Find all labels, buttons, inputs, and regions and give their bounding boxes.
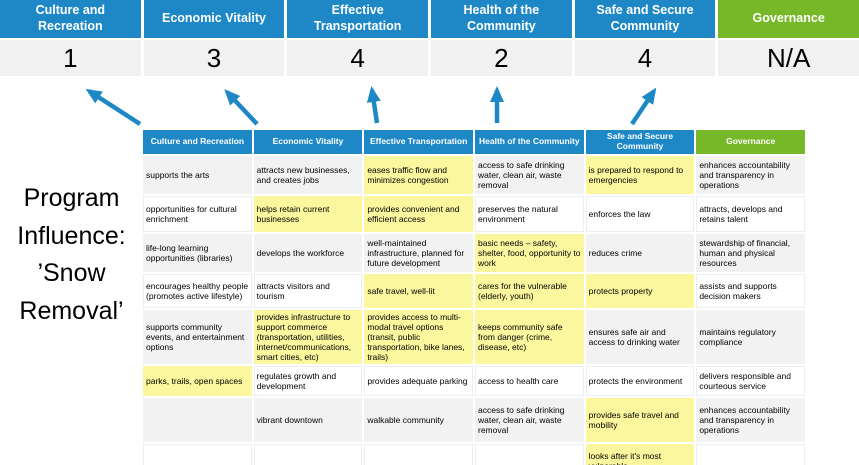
matrix-cell: supports community events, and entertain… [143, 310, 252, 364]
matrix-cell: life-long learning opportunities (librar… [143, 234, 252, 272]
summary-score: 2 [431, 40, 572, 76]
matrix-header-cell: Culture and Recreation [143, 130, 252, 154]
matrix-header-cell: Safe and Secure Community [585, 130, 695, 154]
summary-score: 4 [574, 40, 716, 76]
summary-column: Safe and Secure Community 4 [574, 0, 716, 76]
summary-column: Economic Vitality 3 [143, 0, 285, 76]
matrix-cell: ensures safe air and access to drinking … [585, 310, 695, 364]
matrix-cell: maintains regulatory compliance [696, 310, 805, 364]
summary-header: Safe and Secure Community [574, 0, 716, 38]
program-title-line: Influence: [17, 221, 126, 250]
matrix-cell: assists and supports decision makers [696, 274, 805, 308]
summary-score: N/A [718, 40, 859, 76]
matrix-header-cell: Economic Vitality [253, 130, 363, 154]
matrix-header-cell: Health of the Community [474, 130, 584, 154]
matrix-cell: opportunities for cultural enrichment [143, 196, 252, 232]
summary-header: Governance [718, 0, 859, 38]
summary-table: Culture and Recreation 1 Economic Vitality… [0, 0, 859, 76]
matrix-cell: enhances accountability and transparency… [696, 398, 805, 442]
summary-score: 3 [143, 40, 285, 76]
matrix-cell: access to health care [474, 366, 584, 396]
summary-header: Culture and Recreation [0, 0, 141, 38]
matrix-table: Culture and Recreation Economic Vitality E… [143, 130, 805, 465]
matrix-cell: provides access to multi-modal travel op… [364, 310, 473, 364]
matrix-cell: looks after it's most vulnerable [585, 444, 695, 465]
matrix-cell: provides infrastructure to support comme… [253, 310, 363, 364]
matrix-cell: provides safe travel and mobility [585, 398, 695, 442]
matrix-cell: attracts visitors and tourism [253, 274, 363, 308]
matrix-cell: protects property [585, 274, 695, 308]
matrix-cell: parks, trails, open spaces [143, 366, 252, 396]
matrix-cell: eases traffic flow and minimizes congest… [364, 156, 473, 194]
matrix-header-cell: Governance [696, 130, 805, 154]
influence-arrows [85, 86, 657, 126]
matrix-cell: helps retain current businesses [253, 196, 363, 232]
matrix-cell: encourages healthy people (promotes acti… [143, 274, 252, 308]
matrix-header-cell: Effective Transportation [364, 130, 473, 154]
matrix-cell [143, 398, 252, 442]
matrix-cell: enhances accountability and transparency… [696, 156, 805, 194]
summary-header: Economic Vitality [143, 0, 285, 38]
matrix-cell: develops the workforce [253, 234, 363, 272]
matrix-cell: reduces crime [585, 234, 695, 272]
program-title-line: Program [23, 184, 120, 212]
matrix-cell: provides adequate parking [364, 366, 473, 396]
matrix-cell: cares for the vulnerable (elderly, youth… [474, 274, 584, 308]
summary-column: Governance N/A [718, 0, 859, 76]
arrow-icon [630, 87, 657, 126]
summary-column: Health of the Community 2 [431, 0, 572, 76]
matrix-cell: enforces the law [585, 196, 695, 232]
summary-score: 4 [287, 40, 428, 76]
matrix-cell: basic needs – safety, shelter, food, opp… [474, 234, 584, 272]
matrix-cell: keeps community safe from danger (crime,… [474, 310, 584, 364]
matrix-cell: delivers responsible and courteous servi… [696, 366, 805, 396]
matrix-cell: is prepared to respond to emergencies [585, 156, 695, 194]
matrix-cell: walkable community [364, 398, 473, 442]
matrix-cell: well-maintained infrastructure, planned … [364, 234, 473, 272]
arrow-icon [224, 89, 259, 126]
matrix-cell: regulates growth and development [253, 366, 363, 396]
matrix-cell: supports the arts [143, 156, 252, 194]
matrix-cell: stewardship of financial, human and phys… [696, 234, 805, 272]
summary-header: Health of the Community [431, 0, 572, 38]
matrix-cell: attracts, develops and retains talent [696, 196, 805, 232]
summary-column: Culture and Recreation 1 [0, 0, 141, 76]
matrix-cell: attracts new businesses, and creates job… [253, 156, 363, 194]
matrix-cell: provides convenient and efficient access [364, 196, 473, 232]
matrix-cell [253, 444, 363, 465]
summary-header: Effective Transportation [287, 0, 428, 38]
program-title: Program Influence: ’Snow Removal’ [0, 180, 143, 330]
matrix-cell [143, 444, 252, 465]
program-title-line: Removal’ [19, 296, 124, 325]
matrix-cell: protects the environment [585, 366, 695, 396]
matrix-cell: preserves the natural environment [474, 196, 584, 232]
arrow-icon [85, 88, 142, 126]
summary-column: Effective Transportation 4 [287, 0, 428, 76]
matrix-cell: access to safe drinking water, clean air… [474, 156, 584, 194]
matrix-cell [474, 444, 584, 465]
matrix-cell: access to safe drinking water, clean air… [474, 398, 584, 442]
matrix-cell: safe travel, well-lit [364, 274, 473, 308]
matrix-cell [696, 444, 805, 465]
arrow-icon [366, 86, 381, 124]
summary-score: 1 [0, 40, 141, 76]
matrix-cell [364, 444, 473, 465]
program-title-line: ’Snow [37, 259, 106, 287]
matrix-cell: vibrant downtown [253, 398, 363, 442]
